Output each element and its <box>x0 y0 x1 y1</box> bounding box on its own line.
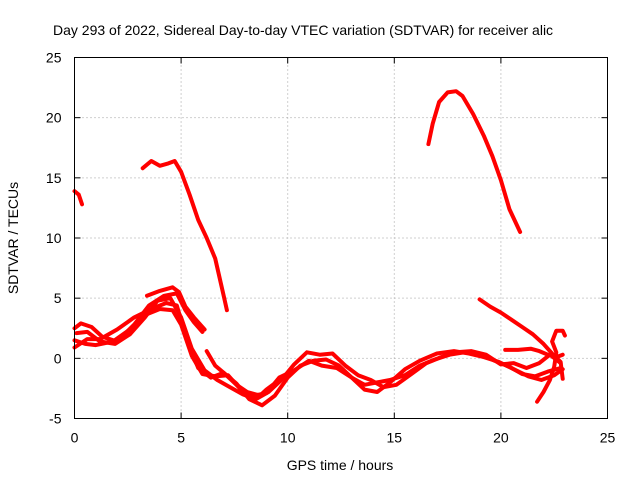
y-tick-label: -5 <box>49 411 62 427</box>
vtec-traces <box>72 89 567 408</box>
x-tick-label: 5 <box>177 430 185 446</box>
y-tick-label: 0 <box>54 350 62 366</box>
y-tick-label: 20 <box>46 110 62 126</box>
x-tick-label: 25 <box>600 430 616 446</box>
y-tick-label: 5 <box>54 290 62 306</box>
x-tick-label: 20 <box>493 430 509 446</box>
trace-arc-12 <box>535 328 567 404</box>
trace-arc-6 <box>72 301 565 408</box>
trace-arc-7 <box>74 296 563 402</box>
x-axis-title: GPS time / hours <box>287 457 394 473</box>
grid-lines <box>74 57 608 419</box>
x-tick-label: 15 <box>387 430 403 446</box>
trace-arc-3 <box>426 89 523 234</box>
chart-title: Day 293 of 2022, Sidereal Day-to-day VTE… <box>53 22 553 38</box>
axis-ticks <box>74 57 608 419</box>
y-tick-label: 10 <box>46 230 62 246</box>
y-axis-tick-labels: -5 0 5 10 15 20 25 <box>46 50 62 427</box>
x-axis-tick-labels: 0 5 10 15 20 25 <box>71 430 616 446</box>
x-tick-label: 10 <box>280 430 296 446</box>
trace-arc-1 <box>72 189 84 207</box>
trace-arc-2 <box>140 159 229 313</box>
trace-arc-9 <box>204 349 275 398</box>
y-tick-label: 25 <box>46 50 62 66</box>
y-tick-label: 15 <box>46 170 62 186</box>
x-tick-label: 0 <box>71 430 79 446</box>
plot-frame <box>74 57 608 419</box>
trace-arc-8 <box>145 285 207 332</box>
y-axis-title: SDTVAR / TECUs <box>5 182 21 294</box>
